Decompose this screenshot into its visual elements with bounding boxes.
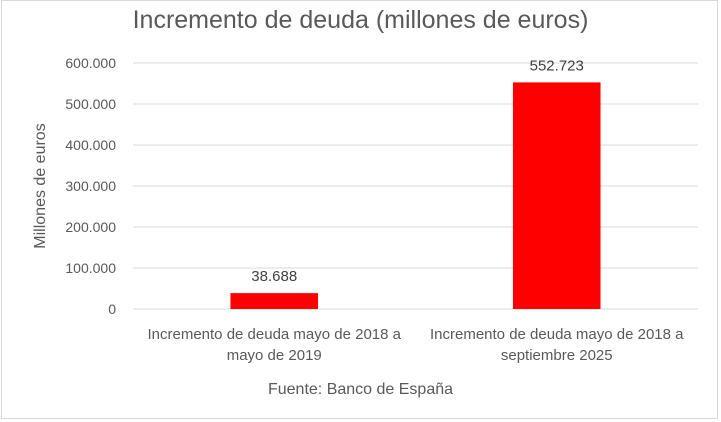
x-category-label: Incremento de deuda mayo de 2018 a: [430, 326, 684, 343]
x-category-label: septiembre 2025: [501, 347, 613, 364]
y-tick-label: 400.000: [65, 137, 116, 153]
x-category-label: mayo de 2019: [227, 347, 322, 364]
y-tick-label: 0: [108, 301, 116, 317]
bar: [512, 82, 601, 309]
y-tick-label: 200.000: [65, 219, 116, 235]
x-axis-label-source: Fuente: Banco de España: [267, 381, 454, 398]
chart-title: Incremento de deuda (millones de euros): [132, 6, 589, 34]
data-label: 38.688: [251, 268, 297, 285]
y-tick-label: 300.000: [65, 178, 116, 194]
bar: [230, 293, 319, 309]
x-category-label: Incremento de deuda mayo de 2018 a: [147, 326, 401, 343]
y-tick-label: 500.000: [65, 96, 116, 112]
y-tick-label: 600.000: [65, 55, 116, 71]
data-label: 552.723: [530, 57, 584, 74]
y-tick-label: 100.000: [65, 260, 116, 276]
